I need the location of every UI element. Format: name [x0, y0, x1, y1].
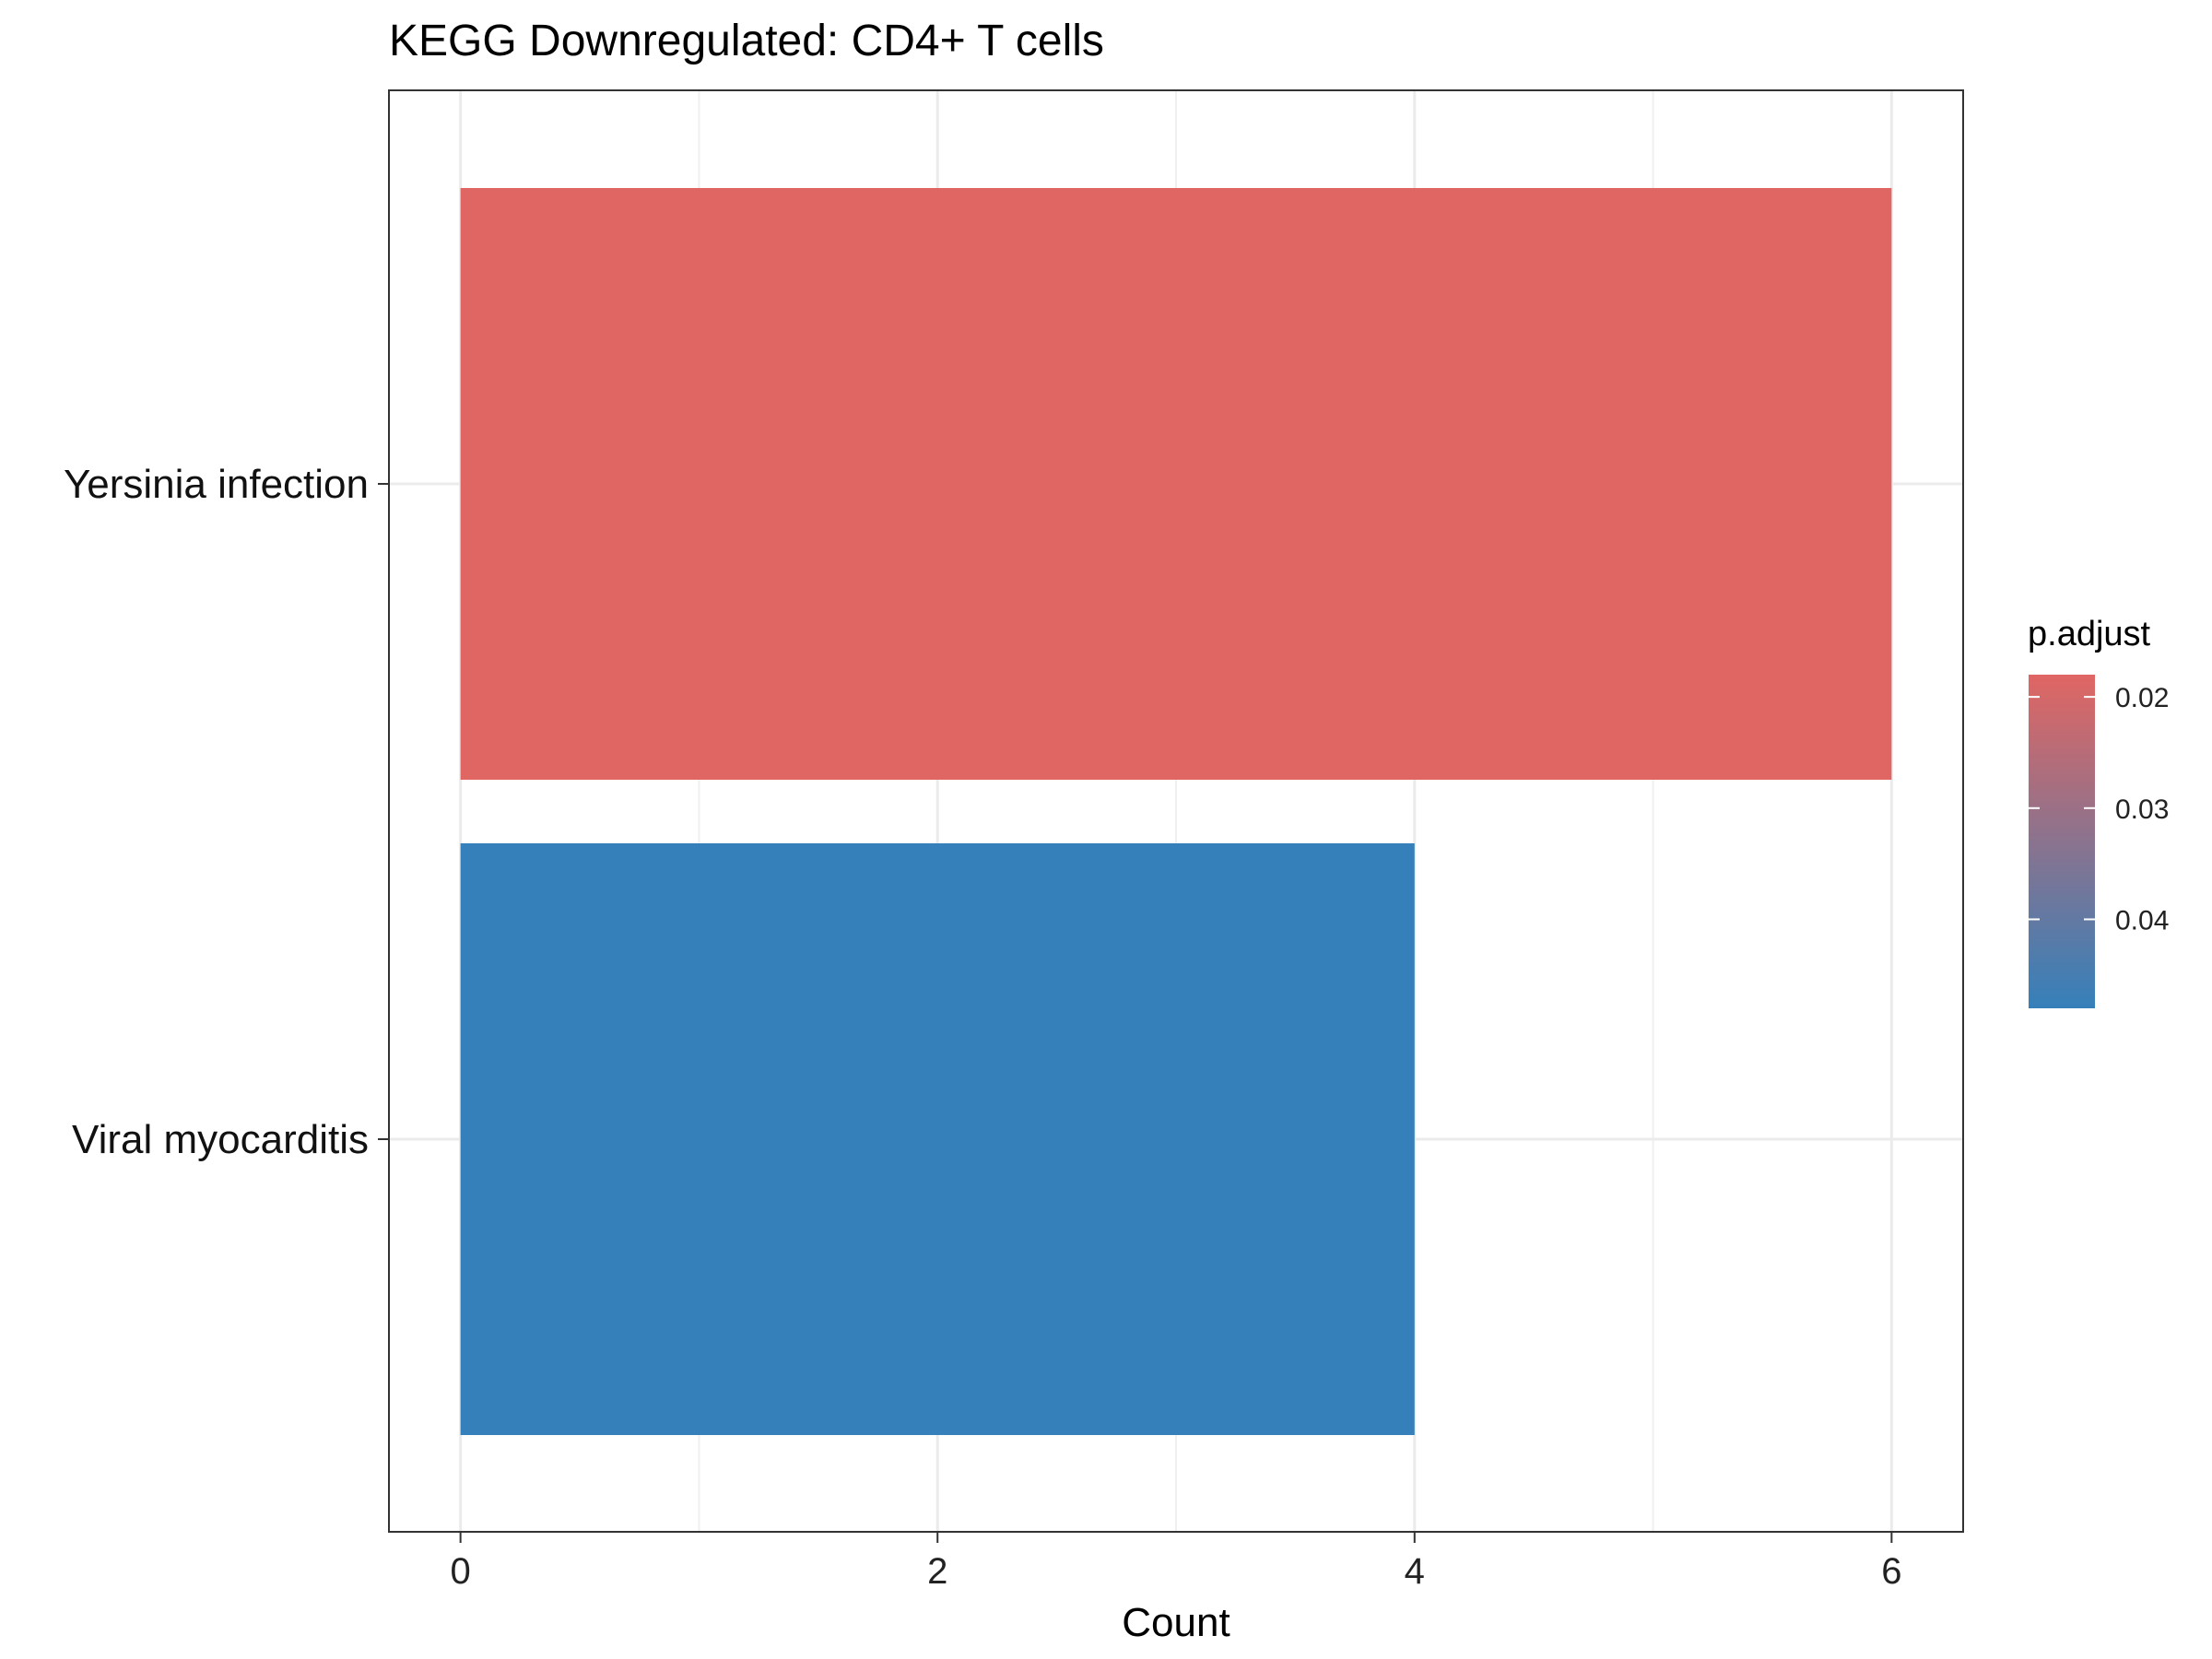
y-axis: Yersinia infection Viral myocarditis [64, 462, 389, 1162]
y-tick-label: Viral myocarditis [72, 1117, 369, 1162]
x-tick-label: 6 [1881, 1551, 1901, 1592]
legend-ticks: 0.02 0.03 0.04 [2029, 683, 2169, 935]
legend-title: p.adjust [2028, 615, 2151, 653]
legend-colorbar [2029, 675, 2095, 1008]
x-tick-label: 0 [451, 1551, 471, 1592]
plot-border [388, 89, 1964, 1533]
legend-tick-label: 0.03 [2115, 794, 2169, 825]
x-tick-label: 4 [1405, 1551, 1425, 1592]
legend-tick-label: 0.02 [2115, 683, 2169, 713]
x-axis-title: Count [1122, 1600, 1230, 1645]
bar [460, 188, 1892, 780]
x-tick-label: 2 [927, 1551, 947, 1592]
x-axis: 0 2 4 6 [451, 1532, 1901, 1592]
legend-tick-label: 0.04 [2115, 905, 2169, 935]
chart-title: KEGG Downregulated: CD4+ T cells [389, 17, 1104, 65]
color-legend: p.adjust 0.02 0.03 0.04 [2028, 615, 2169, 1008]
bars [460, 188, 1892, 1435]
y-tick-label: Yersinia infection [64, 462, 369, 507]
bar [460, 843, 1415, 1435]
